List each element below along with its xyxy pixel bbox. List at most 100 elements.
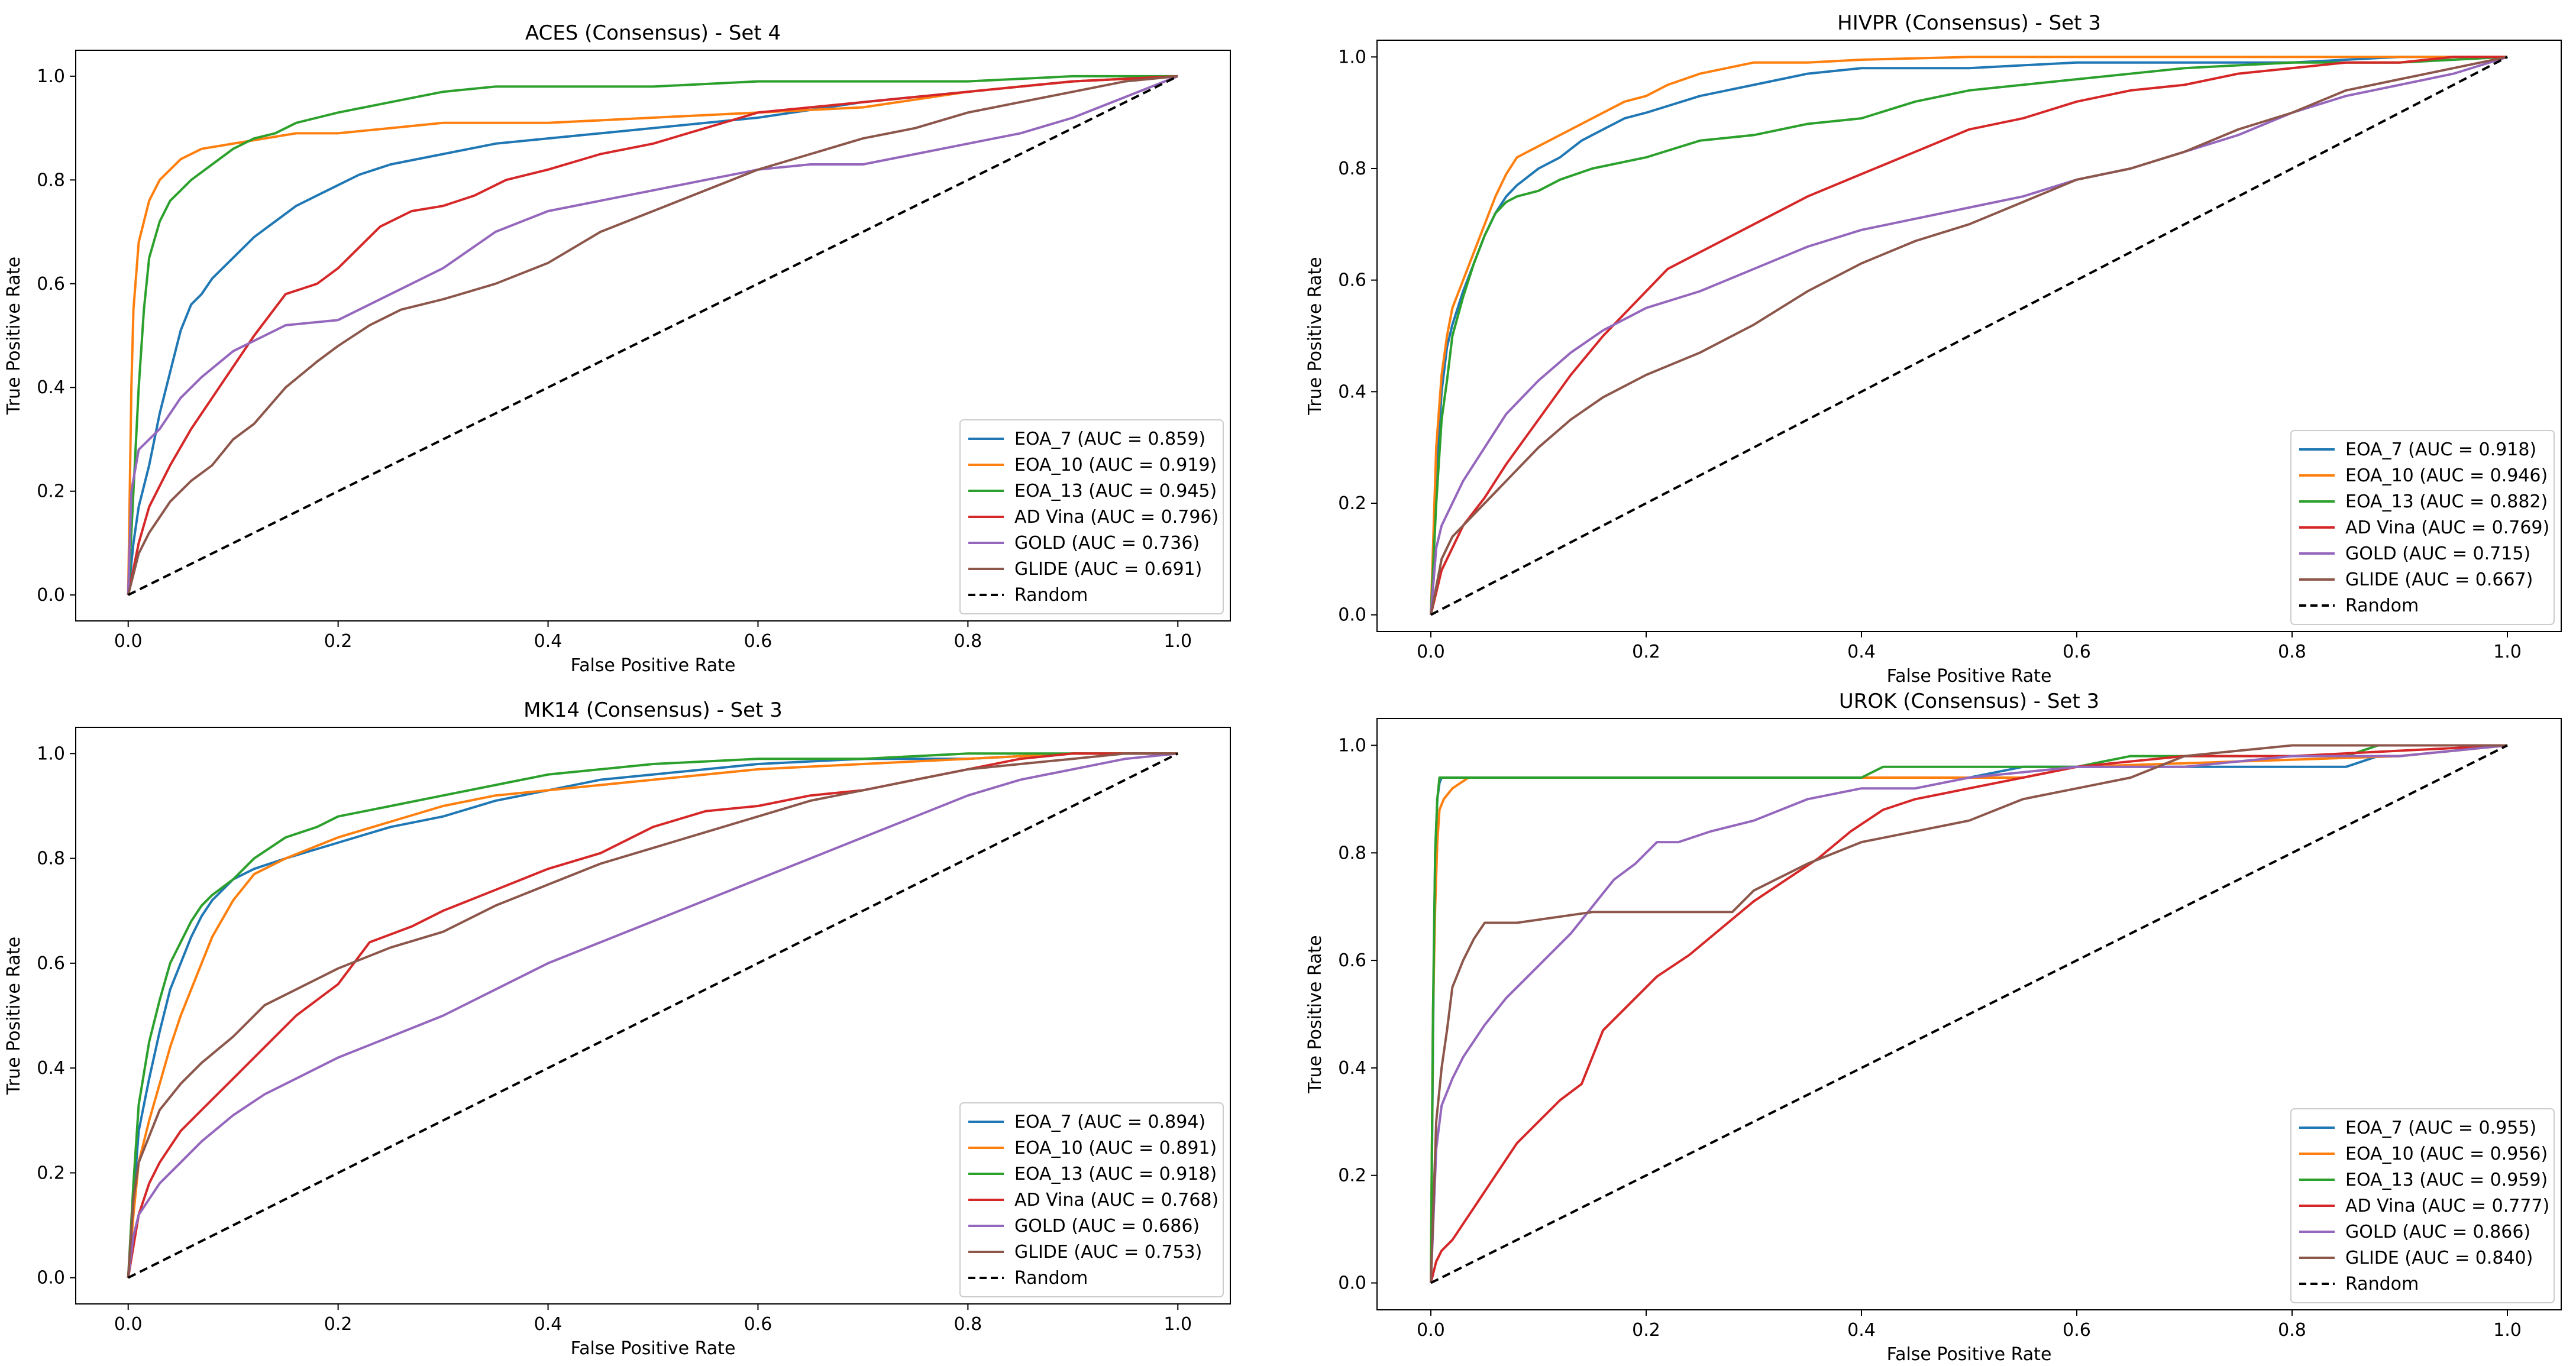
legend-entry-label: EOA_10 (AUC = 0.891) [1014, 1138, 1217, 1158]
x-axis-label: False Positive Rate [571, 655, 736, 676]
x-tick-label: 0.0 [114, 631, 143, 652]
axes-frame [1376, 40, 2562, 632]
legend-entry-label: EOA_10 (AUC = 0.919) [1014, 455, 1217, 475]
x-tick-label: 0.6 [744, 1314, 773, 1335]
x-axis-label: False Positive Rate [571, 1338, 736, 1359]
legend-entry-label: EOA_13 (AUC = 0.959) [2345, 1170, 2548, 1190]
x-tick-label: 1.0 [2493, 1320, 2522, 1341]
legend-entry-label: GLIDE (AUC = 0.691) [1014, 559, 1202, 580]
legend-entry-label: EOA_10 (AUC = 0.946) [2345, 465, 2548, 486]
panel-hivpr: HIVPR (Consensus) - Set 3 False Positive… [1305, 11, 2562, 687]
x-tick-label: 0.2 [324, 631, 353, 652]
legend: EOA_7 (AUC = 0.859) EOA_10 (AUC = 0.919) E… [959, 419, 1224, 614]
legend-box [2290, 430, 2555, 625]
x-tick-label: 0.6 [2063, 1320, 2091, 1341]
roc-curve-ad-vina [1430, 744, 2508, 1283]
roc-curve-gold [127, 75, 1179, 595]
legend-entry-label: GOLD (AUC = 0.686) [1014, 1216, 1200, 1236]
curves [1430, 744, 2508, 1284]
axes-frame [75, 727, 1231, 1305]
roc-curve-eoa-13 [1430, 56, 2508, 615]
legend-entry-label: AD Vina (AUC = 0.777) [2345, 1196, 2549, 1216]
y-tick-label: 1.0 [37, 743, 65, 764]
curves [127, 75, 1179, 596]
roc-curve-glide [1430, 744, 2507, 1283]
roc-curve-ad-vina [1430, 56, 2507, 616]
y-axis-label: True Positive Rate [4, 937, 24, 1095]
axes-frame [1376, 718, 2562, 1310]
roc-curve-random [127, 752, 1179, 1279]
roc-curve-eoa-13 [127, 75, 1178, 595]
legend-entry-label: GLIDE (AUC = 0.667) [2345, 569, 2533, 590]
legend-entry-label: Random [1014, 585, 1088, 606]
legend-entry-label: EOA_7 (AUC = 0.859) [1014, 429, 1205, 449]
legend-box [959, 419, 1224, 614]
x-tick-label: 0.0 [1417, 642, 1445, 662]
x-tick-label: 1.0 [1163, 1314, 1192, 1335]
legend-entry-label: GLIDE (AUC = 0.840) [2345, 1248, 2533, 1268]
roc-curve-glide [1430, 56, 2508, 616]
x-tick-label: 0.4 [534, 631, 563, 652]
roc-curve-eoa-7 [1430, 56, 2507, 615]
legend-entry-label: EOA_7 (AUC = 0.955) [2345, 1118, 2536, 1138]
roc-curve-eoa-10 [127, 752, 1178, 1278]
x-tick-label: 0.8 [2278, 642, 2306, 662]
x-tick-label: 0.0 [114, 1314, 143, 1335]
legend-entry-label: GOLD (AUC = 0.736) [1014, 533, 1200, 553]
y-tick-label: 0.8 [1338, 158, 1366, 179]
legend-entry-label: EOA_7 (AUC = 0.918) [2345, 439, 2536, 460]
legend-entry-label: EOA_7 (AUC = 0.894) [1014, 1112, 1205, 1132]
y-tick-label: 0.8 [37, 170, 65, 190]
legend: EOA_7 (AUC = 0.894) EOA_10 (AUC = 0.891) E… [959, 1102, 1224, 1297]
y-tick-label: 0.4 [1338, 1058, 1366, 1079]
x-tick-label: 0.4 [534, 1314, 563, 1335]
legend-entry-label: GLIDE (AUC = 0.753) [1014, 1242, 1202, 1263]
panel-title: UROK (Consensus) - Set 3 [1839, 690, 2099, 713]
legend-entry-label: AD Vina (AUC = 0.768) [1014, 1190, 1218, 1210]
legend-entry-label: EOA_13 (AUC = 0.918) [1014, 1164, 1217, 1184]
y-tick-label: 0.0 [1338, 605, 1366, 626]
x-tick-label: 0.8 [954, 1314, 982, 1335]
y-tick-label: 1.0 [1338, 47, 1366, 67]
curves [1430, 56, 2508, 616]
roc-curve-eoa-13 [127, 752, 1178, 1278]
y-tick-label: 0.8 [1338, 843, 1366, 863]
legend-entry-label: EOA_13 (AUC = 0.945) [1014, 481, 1217, 501]
panel-urok: UROK (Consensus) - Set 3 False Positive … [1305, 690, 2562, 1365]
x-tick-label: 0.4 [1847, 642, 1876, 662]
panel-title: ACES (Consensus) - Set 4 [525, 21, 781, 45]
y-tick-label: 1.0 [1338, 735, 1366, 756]
panel-aces: ACES (Consensus) - Set 4 False Positive … [4, 21, 1231, 676]
x-tick-label: 0.6 [744, 631, 773, 652]
y-tick-label: 0.6 [37, 274, 65, 294]
legend-entry-label: Random [1014, 1268, 1088, 1289]
legend-entry-label: Random [2345, 1274, 2419, 1294]
legend-entry-label: EOA_13 (AUC = 0.882) [2345, 491, 2548, 512]
y-tick-label: 0.0 [37, 585, 65, 606]
roc-curve-ad-vina [127, 75, 1178, 595]
x-axis-label: False Positive Rate [1887, 1344, 2052, 1365]
y-tick-label: 0.8 [37, 849, 65, 869]
y-tick-label: 0.2 [1338, 493, 1366, 514]
y-tick-label: 0.4 [37, 1058, 65, 1079]
legend-entry-label: Random [2345, 595, 2419, 616]
y-tick-label: 0.4 [1338, 381, 1366, 402]
roc-curve-glide [127, 75, 1178, 595]
roc-curve-eoa-10 [127, 75, 1178, 595]
x-tick-label: 0.4 [1847, 1320, 1876, 1341]
panel-title: HIVPR (Consensus) - Set 3 [1837, 11, 2101, 35]
roc-curve-glide [127, 752, 1178, 1278]
y-tick-label: 0.2 [1338, 1166, 1366, 1186]
panel-mk14: MK14 (Consensus) - Set 3 False Positive … [4, 698, 1231, 1359]
legend-entry-label: AD Vina (AUC = 0.796) [1014, 507, 1218, 527]
x-tick-label: 0.8 [2278, 1320, 2306, 1341]
roc-curve-eoa-13 [1430, 744, 2507, 1283]
legend-entry-label: GOLD (AUC = 0.866) [2345, 1222, 2530, 1242]
x-tick-label: 0.8 [954, 631, 982, 652]
roc-curve-gold [1430, 56, 2508, 615]
x-tick-label: 0.2 [324, 1314, 353, 1335]
x-tick-label: 0.6 [2063, 642, 2091, 662]
legend-box [2290, 1108, 2555, 1303]
